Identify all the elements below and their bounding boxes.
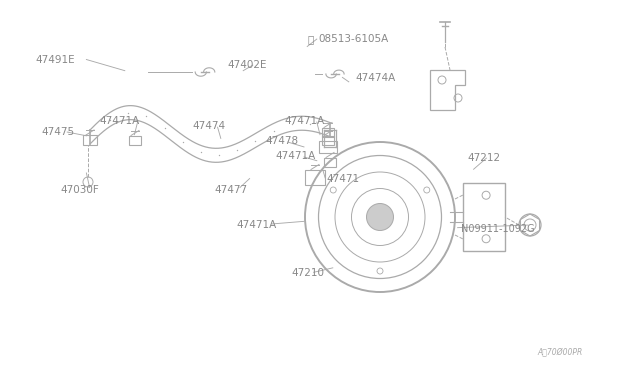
Text: 47474A: 47474A: [355, 73, 396, 83]
Text: 47471A: 47471A: [285, 116, 325, 126]
Text: 47471: 47471: [326, 174, 360, 183]
Text: 47478: 47478: [266, 137, 299, 146]
Text: 47475: 47475: [42, 127, 75, 137]
Text: 47030F: 47030F: [61, 185, 100, 195]
Text: A˹70Ø00PR: A˹70Ø00PR: [538, 347, 583, 356]
Bar: [322, 128, 334, 137]
Text: 47491E: 47491E: [35, 55, 75, 64]
Text: 08513-6105A: 08513-6105A: [319, 34, 389, 44]
Bar: [305, 170, 325, 185]
Bar: [324, 157, 336, 167]
Text: 47471A: 47471A: [275, 151, 316, 161]
Bar: [129, 135, 141, 144]
Bar: [319, 141, 337, 153]
Bar: [463, 183, 505, 251]
Text: Ⓢ: Ⓢ: [307, 34, 314, 44]
Text: 47471A: 47471A: [237, 220, 277, 230]
Text: 47474: 47474: [192, 122, 225, 131]
Text: N09911-1092G: N09911-1092G: [461, 224, 534, 234]
Bar: [322, 135, 334, 144]
Text: 47477: 47477: [214, 185, 248, 195]
Bar: [83, 135, 97, 145]
Circle shape: [367, 203, 394, 231]
Text: 47471A: 47471A: [99, 116, 140, 126]
Text: 47210: 47210: [291, 269, 324, 278]
Text: 47212: 47212: [467, 153, 500, 163]
Text: 47402E: 47402E: [227, 60, 267, 70]
